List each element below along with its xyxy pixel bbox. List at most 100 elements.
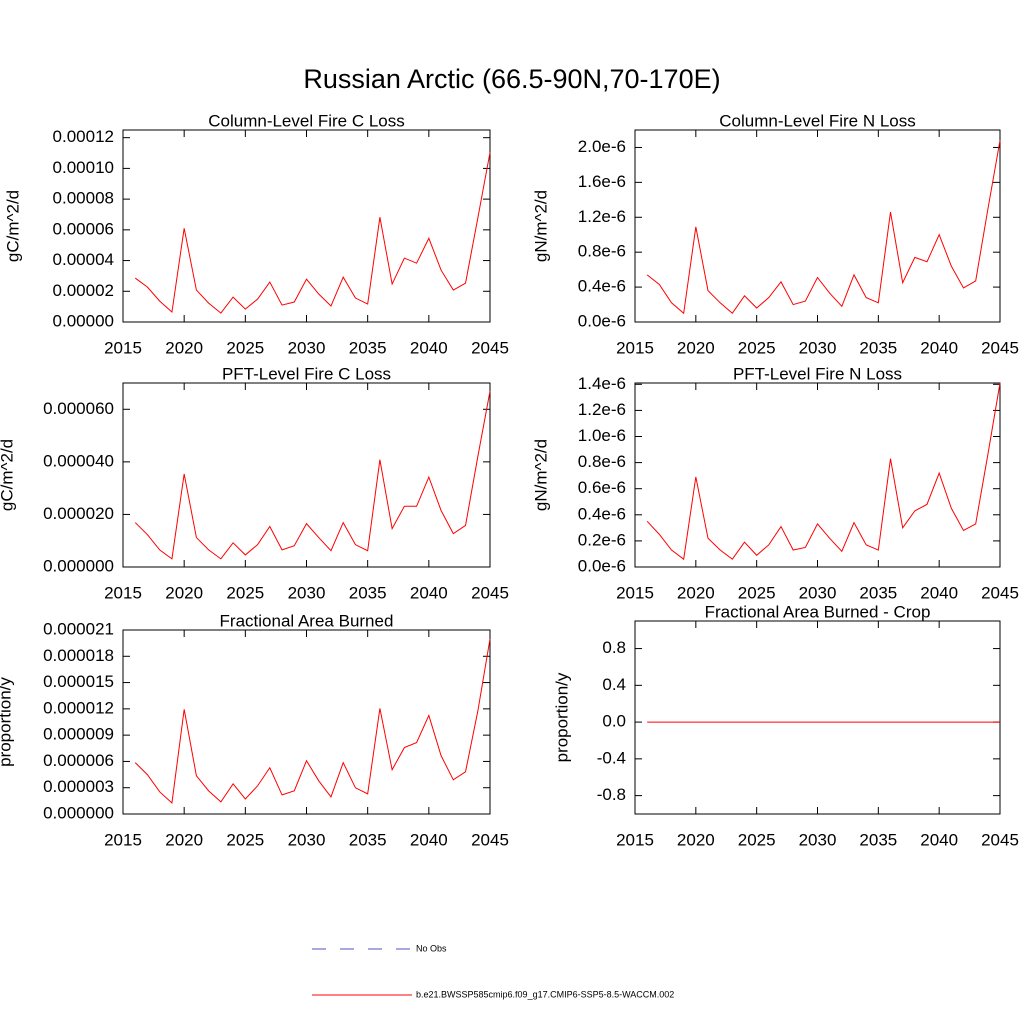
- x-tick-label: 2030: [799, 830, 837, 849]
- panel-title: Column-Level Fire C Loss: [208, 111, 405, 130]
- y-axis-label: proportion/y: [552, 672, 571, 762]
- y-tick-label: 1.0e-6: [578, 426, 626, 445]
- x-tick-label: 2025: [226, 583, 264, 602]
- plot-frame: [122, 129, 491, 323]
- data-line: [134, 638, 491, 804]
- legend-label: No Obs: [416, 943, 447, 953]
- x-tick-label: 2040: [410, 583, 448, 602]
- x-tick-label: 2015: [616, 830, 654, 849]
- x-tick-label: 2025: [738, 338, 776, 357]
- panel-title: Fractional Area Burned: [220, 611, 394, 630]
- x-tick-label: 2045: [471, 338, 509, 357]
- panel-title: PFT-Level Fire N Loss: [733, 364, 902, 383]
- plot-frame: [634, 382, 1001, 568]
- x-tick-label: 2030: [288, 830, 326, 849]
- y-tick-label: 2.0e-6: [578, 137, 626, 156]
- y-tick-label: 0.4e-6: [578, 277, 626, 296]
- y-tick-label: 0.00004: [53, 250, 114, 269]
- y-axis-label: gN/m^2/d: [531, 439, 550, 511]
- data-line: [646, 140, 1001, 315]
- y-tick-label: 0.8: [602, 638, 626, 657]
- x-tick-label: 2015: [104, 338, 142, 357]
- y-tick-label: 0.00008: [53, 189, 114, 208]
- x-tick-label: 2035: [349, 338, 387, 357]
- figure-title: Russian Arctic (66.5-90N,70-170E): [303, 64, 720, 94]
- x-tick-label: 2035: [859, 583, 897, 602]
- x-tick-label: 2015: [616, 583, 654, 602]
- x-tick-label: 2040: [920, 583, 958, 602]
- y-tick-label: -0.4: [597, 748, 626, 767]
- data-line: [134, 152, 491, 314]
- x-tick-label: 2040: [410, 338, 448, 357]
- x-tick-label: 2035: [859, 830, 897, 849]
- y-tick-label: 0.000040: [43, 451, 114, 470]
- x-tick-label: 2040: [920, 830, 958, 849]
- y-tick-label: 0.4e-6: [578, 504, 626, 523]
- x-tick-label: 2030: [799, 583, 837, 602]
- x-tick-label: 2020: [677, 583, 715, 602]
- panel-title: Column-Level Fire N Loss: [719, 111, 916, 130]
- x-tick-label: 2015: [104, 830, 142, 849]
- x-tick-label: 2035: [349, 830, 387, 849]
- x-tick-label: 2030: [799, 338, 837, 357]
- y-tick-label: -0.8: [597, 785, 626, 804]
- y-tick-label: 0.000021: [43, 619, 114, 638]
- y-tick-label: 0.000060: [43, 399, 114, 418]
- x-tick-label: 2045: [981, 830, 1019, 849]
- x-tick-label: 2025: [226, 338, 264, 357]
- y-tick-label: 0.000006: [43, 751, 114, 770]
- y-tick-label: 0.00010: [53, 158, 114, 177]
- data-line: [646, 382, 1001, 561]
- legend-label: b.e21.BWSSP585cmip6.f09_g17.CMIP6-SSP5-8…: [416, 989, 674, 999]
- plot-frame: [634, 620, 1001, 815]
- y-tick-label: 0.00002: [53, 281, 114, 300]
- y-axis-label: gC/m^2/d: [0, 439, 16, 511]
- y-tick-label: 1.2e-6: [578, 400, 626, 419]
- y-tick-label: 0.000003: [43, 777, 114, 796]
- x-tick-label: 2015: [616, 338, 654, 357]
- y-tick-label: 0.000018: [43, 646, 114, 665]
- y-tick-label: 1.2e-6: [578, 207, 626, 226]
- plot-frame: [634, 129, 1001, 323]
- y-tick-label: 0.000009: [43, 725, 114, 744]
- x-tick-label: 2020: [677, 338, 715, 357]
- panel-title: Fractional Area Burned - Crop: [705, 602, 931, 621]
- y-tick-label: 0.6e-6: [578, 478, 626, 497]
- plot-frame: [122, 382, 491, 568]
- x-tick-label: 2045: [981, 338, 1019, 357]
- y-tick-label: 0.0e-6: [578, 311, 626, 330]
- data-line: [134, 391, 491, 560]
- y-tick-label: 0.000000: [43, 803, 114, 822]
- x-tick-label: 2045: [471, 583, 509, 602]
- y-tick-label: 0.2e-6: [578, 530, 626, 549]
- x-tick-label: 2035: [349, 583, 387, 602]
- y-tick-label: 0.000020: [43, 504, 114, 523]
- y-tick-label: 1.6e-6: [578, 172, 626, 191]
- y-tick-label: 0.000000: [43, 556, 114, 575]
- x-tick-label: 2045: [981, 583, 1019, 602]
- y-axis-label: proportion/y: [0, 677, 14, 767]
- x-tick-label: 2020: [165, 338, 203, 357]
- x-tick-label: 2030: [288, 583, 326, 602]
- x-tick-label: 2030: [288, 338, 326, 357]
- y-axis-label: gN/m^2/d: [531, 190, 550, 262]
- y-tick-label: 0.8e-6: [578, 242, 626, 261]
- panel-title: PFT-Level Fire C Loss: [222, 364, 391, 383]
- y-tick-label: 0.0e-6: [578, 556, 626, 575]
- x-tick-label: 2020: [165, 583, 203, 602]
- x-tick-label: 2045: [471, 830, 509, 849]
- x-tick-label: 2025: [738, 830, 776, 849]
- x-tick-label: 2040: [410, 830, 448, 849]
- y-tick-label: 0.00000: [53, 311, 114, 330]
- y-axis-label: gC/m^2/d: [3, 190, 22, 262]
- x-tick-label: 2020: [677, 830, 715, 849]
- x-tick-label: 2025: [226, 830, 264, 849]
- y-tick-label: 0.00012: [53, 127, 114, 146]
- y-tick-label: 0.0: [602, 712, 626, 731]
- x-tick-label: 2025: [738, 583, 776, 602]
- y-tick-label: 0.8e-6: [578, 452, 626, 471]
- plot-frame: [122, 629, 491, 815]
- y-tick-label: 0.4: [602, 675, 626, 694]
- y-tick-label: 0.000012: [43, 698, 114, 717]
